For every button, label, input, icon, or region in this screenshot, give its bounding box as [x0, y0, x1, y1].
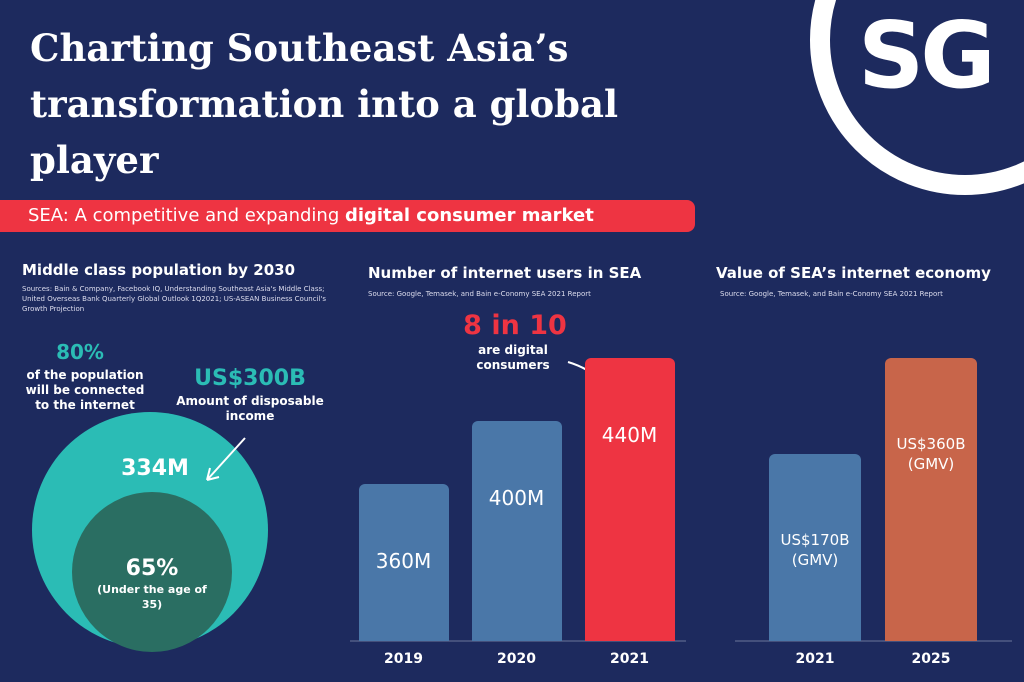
stat-label: Amount of disposable income: [176, 394, 324, 423]
population: 334M: [121, 456, 189, 481]
x-tick-label: 2021: [610, 651, 649, 667]
bar: [471, 420, 562, 641]
stat-value: 80%: [56, 340, 104, 364]
chart-subtitle: Source: Google, Temasek, and Bain e-Cono…: [368, 290, 591, 298]
stat-label: of the population will be connected to t…: [25, 368, 145, 412]
bar: [358, 483, 449, 641]
bar: [584, 358, 675, 641]
section-title: Middle class population by 2030: [22, 261, 296, 279]
value-label: 440M: [601, 423, 658, 447]
logo: SG: [858, 2, 996, 109]
stat-value: US$300B: [194, 366, 306, 391]
value-label: 400M: [488, 485, 545, 510]
chart-subtitle: Source: Google, Temasek, and Bain e-Cono…: [720, 290, 943, 298]
value-label: US$170B (GMV): [780, 531, 850, 570]
sources: Sources: Bain & Company, Facebook IQ, Un…: [22, 285, 327, 313]
stat-label: (Under the age of 35): [97, 583, 207, 611]
x-tick-label: 2025: [911, 651, 951, 667]
chart-title: Value of SEA’s internet economy: [716, 264, 991, 282]
value-label: 360M: [375, 548, 432, 573]
annotation: 8 in 10: [463, 310, 567, 341]
stat-value: 65%: [125, 556, 179, 581]
banner-text: SEA: A competitive and expanding: [28, 205, 340, 226]
arrow: [206, 437, 246, 481]
title: Charting Southeast Asia’s transformation…: [30, 26, 619, 182]
chart-title: Number of internet users in SEA: [368, 264, 642, 282]
banner-emphasis: digital consumer market: [344, 205, 594, 226]
inner-circle: [72, 492, 232, 652]
banner: SEA: A competitive and expanding digital…: [0, 200, 695, 232]
annotation-note: are digital consumers: [476, 343, 550, 372]
x-tick-label: 2020: [497, 651, 536, 667]
x-tick-label: 2019: [384, 651, 423, 667]
x-tick-label: 2021: [795, 651, 835, 667]
bar: [769, 454, 861, 641]
value-label: US$360B (GMV): [896, 435, 966, 473]
logo-ring: [810, 0, 1024, 195]
bar: [885, 358, 977, 641]
